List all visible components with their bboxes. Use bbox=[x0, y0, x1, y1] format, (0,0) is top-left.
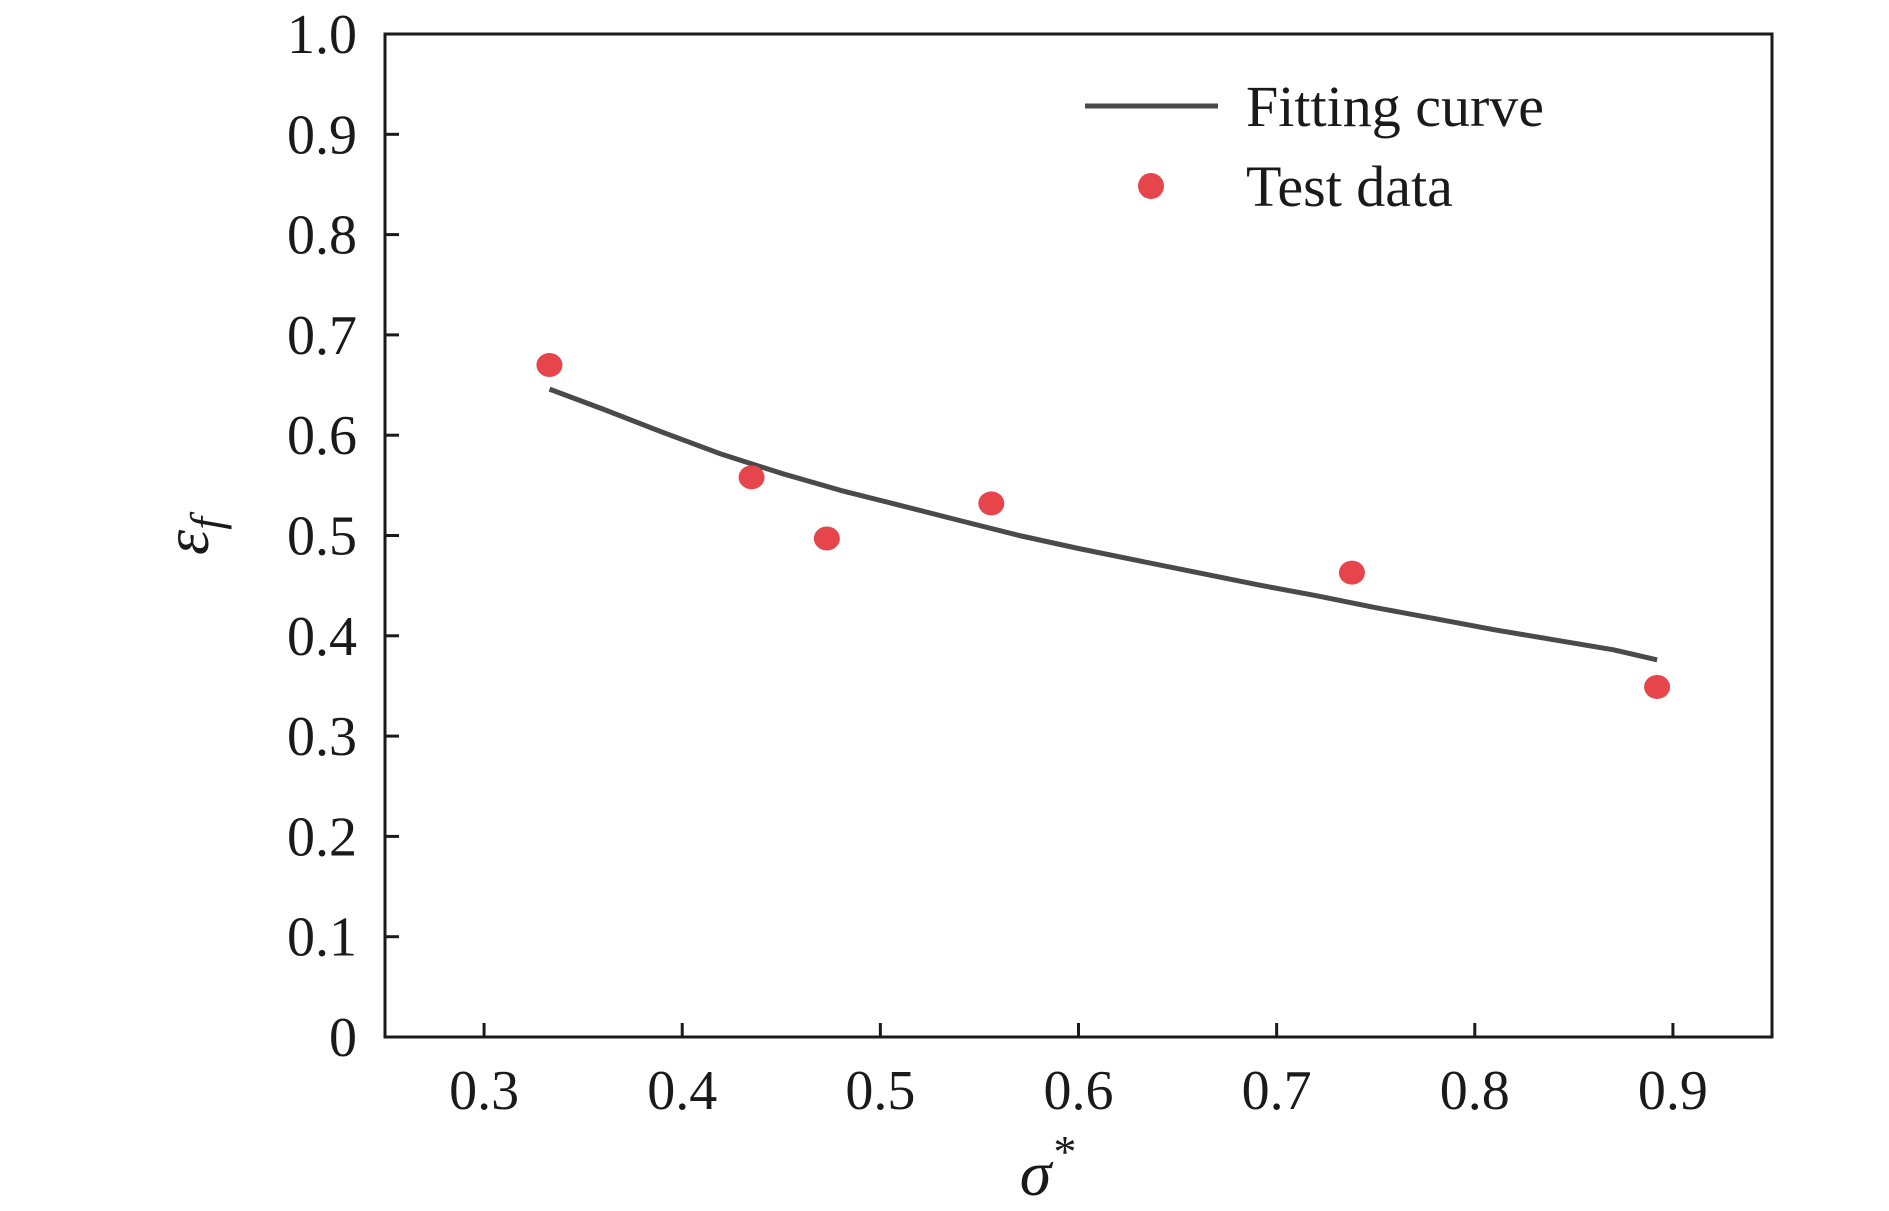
x-tick-label: 0.9 bbox=[1638, 1060, 1708, 1122]
legend: Fitting curve Test data bbox=[1085, 74, 1544, 219]
x-tick-label: 0.5 bbox=[845, 1060, 915, 1122]
series-line-fitting-curve bbox=[548, 386, 1658, 663]
y-tick-label: 1.0 bbox=[287, 4, 357, 66]
y-tick-label: 0.9 bbox=[287, 104, 357, 166]
svg-text:εf: εf bbox=[151, 511, 232, 555]
x-tick-label: 0.6 bbox=[1044, 1060, 1114, 1122]
y-axis-label: εf bbox=[151, 511, 232, 555]
legend-label-test-data: Test data bbox=[1246, 154, 1453, 219]
y-tick-label: 0.3 bbox=[287, 706, 357, 768]
x-tick-label: 0.8 bbox=[1440, 1060, 1510, 1122]
data-point-test-data bbox=[1338, 560, 1365, 585]
y-tick-label: 0.1 bbox=[287, 907, 357, 969]
plot-frame bbox=[383, 32, 1774, 1039]
x-tick-label: 0.7 bbox=[1242, 1060, 1312, 1122]
x-axis-superscript: * bbox=[1051, 1126, 1074, 1177]
x-tick-label: 0.4 bbox=[647, 1060, 717, 1122]
y-tick-label: 0.5 bbox=[287, 506, 357, 568]
x-axis-symbol: σ bbox=[1020, 1138, 1054, 1209]
data-point-test-data bbox=[738, 465, 765, 490]
legend-label-fitting-curve: Fitting curve bbox=[1246, 74, 1544, 139]
legend-swatch-test-data bbox=[1138, 173, 1164, 199]
x-axis-label: σ* bbox=[1020, 1126, 1075, 1209]
svg-text:σ*: σ* bbox=[1020, 1126, 1075, 1209]
x-tick-label: 0.3 bbox=[449, 1060, 519, 1122]
y-axis-symbol: ε bbox=[151, 529, 222, 555]
data-point-test-data bbox=[813, 526, 840, 551]
y-tick-label: 0.2 bbox=[287, 806, 357, 868]
y-tick-label: 0 bbox=[329, 1007, 357, 1069]
y-tick-label: 0.8 bbox=[287, 205, 357, 267]
data-point-test-data bbox=[536, 352, 563, 377]
y-axis-ticks: 0 0.1 0.2 0.3 0.4 0.5 0.6 0.7 0.8 0.9 1.0 bbox=[287, 4, 399, 1069]
y-tick-label: 0.7 bbox=[287, 305, 357, 367]
x-axis-ticks: 0.3 0.4 0.5 0.6 0.7 0.8 0.9 bbox=[449, 1023, 1708, 1122]
data-point-test-data bbox=[978, 491, 1005, 516]
y-tick-label: 0.6 bbox=[287, 405, 357, 467]
data-point-test-data bbox=[1644, 674, 1671, 699]
series-layer bbox=[536, 352, 1671, 699]
y-axis-subscript: f bbox=[181, 511, 232, 530]
y-tick-label: 0.4 bbox=[287, 606, 357, 668]
